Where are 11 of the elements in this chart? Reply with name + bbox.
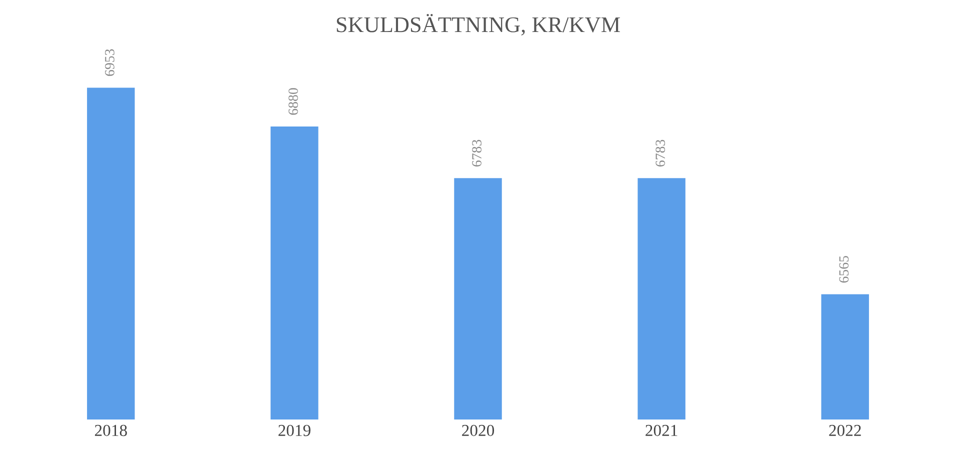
data-label: 6783 [656, 140, 666, 166]
x-tick-label: 2020 [462, 424, 494, 436]
x-tick-label: 2019 [278, 424, 310, 436]
data-label: 6953 [105, 49, 114, 76]
x-tick-label: 2022 [829, 424, 861, 436]
chart-title: SKULDSÄTTNING, KR/KVM [336, 14, 620, 36]
x-tick-label: 2021 [646, 424, 678, 436]
data-label: 6880 [288, 88, 298, 115]
x-tick-label: 2018 [94, 424, 127, 436]
data-label: 6565 [839, 256, 849, 283]
data-label: 6783 [472, 140, 482, 166]
